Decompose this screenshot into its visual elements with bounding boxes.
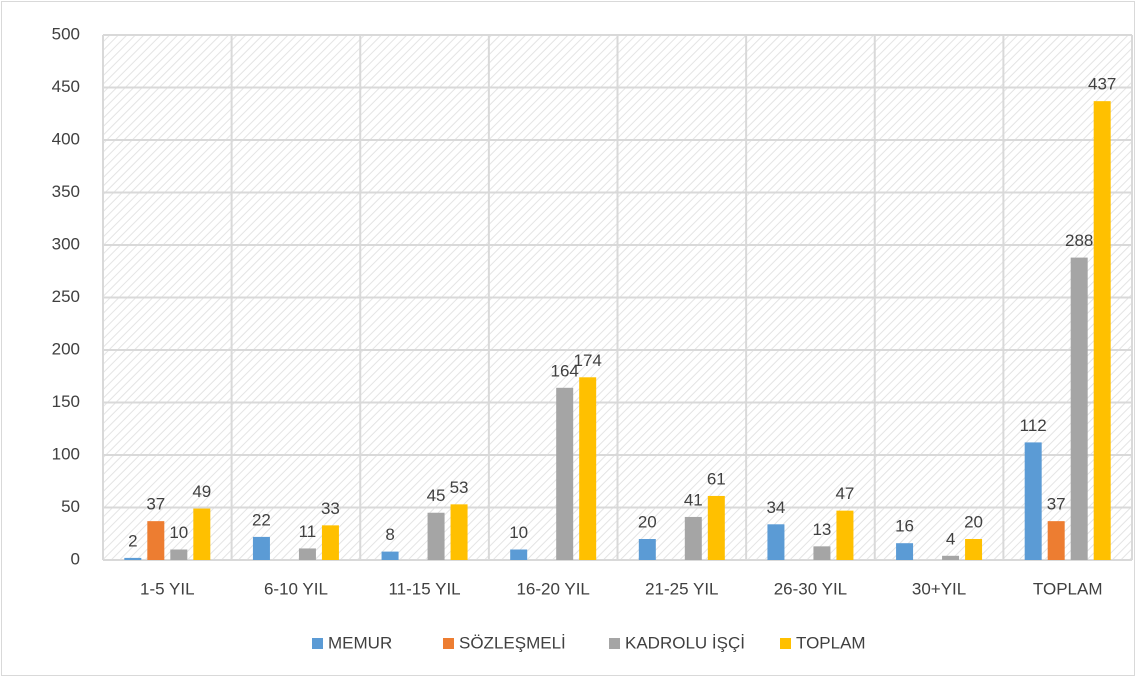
data-label: 49 [192, 482, 211, 501]
y-tick-label: 50 [61, 497, 80, 516]
bar [1047, 521, 1065, 560]
legend-swatch [609, 638, 620, 649]
bar [170, 549, 188, 560]
data-label: 22 [252, 510, 271, 529]
bar [942, 555, 960, 560]
bar [381, 551, 399, 560]
data-label: 4 [946, 529, 955, 548]
x-tick-label: 1-5 YIL [140, 579, 195, 598]
data-label: 174 [574, 351, 602, 370]
bar [510, 549, 528, 560]
x-tick-label: 6-10 YIL [264, 579, 328, 598]
data-label: 45 [427, 486, 446, 505]
bar [450, 504, 468, 560]
bar [707, 495, 725, 560]
bar [193, 508, 211, 560]
bar [147, 521, 165, 560]
data-label: 437 [1088, 75, 1116, 94]
data-label: 20 [964, 512, 983, 531]
y-tick-label: 400 [52, 129, 80, 148]
legend-swatch [443, 638, 454, 649]
bar [556, 387, 574, 560]
bar [638, 539, 656, 560]
x-tick-label: 16-20 YIL [516, 579, 589, 598]
y-tick-label: 250 [52, 287, 80, 306]
legend-label: TOPLAM [796, 633, 866, 652]
bar [1093, 101, 1111, 561]
bar [813, 546, 831, 560]
y-tick-label: 100 [52, 444, 80, 463]
bar [427, 512, 445, 560]
data-label: 16 [895, 517, 914, 536]
bar [298, 548, 316, 560]
y-tick-label: 0 [71, 549, 80, 568]
data-label: 20 [638, 512, 657, 531]
data-label: 61 [707, 469, 726, 488]
bar [321, 525, 339, 560]
y-tick-label: 450 [52, 77, 80, 96]
x-tick-label: TOPLAM [1033, 579, 1103, 598]
data-label: 37 [146, 495, 165, 514]
bar [1024, 442, 1042, 560]
bar [579, 377, 597, 560]
legend-label: KADROLU İŞÇİ [625, 633, 745, 652]
bar [1070, 257, 1088, 560]
legend-label: SÖZLEŞMELİ [459, 633, 566, 652]
x-tick-label: 30+YIL [912, 579, 966, 598]
data-label: 164 [551, 361, 579, 380]
data-label: 288 [1065, 231, 1093, 250]
data-label: 112 [1020, 416, 1047, 435]
bar [684, 516, 702, 560]
data-label: 33 [321, 499, 340, 518]
legend-swatch [780, 638, 791, 649]
bar [252, 536, 270, 560]
x-tick-label: 26-30 YIL [774, 579, 847, 598]
y-tick-label: 300 [52, 234, 80, 253]
data-label: 34 [766, 498, 785, 517]
data-label: 41 [684, 490, 703, 509]
data-label: 11 [299, 522, 317, 541]
x-tick-label: 11-15 YIL [388, 579, 460, 598]
data-label: 53 [450, 478, 469, 497]
data-label: 37 [1047, 495, 1066, 514]
y-tick-label: 350 [52, 182, 80, 201]
data-label: 47 [835, 484, 854, 503]
bar [124, 557, 142, 560]
data-label: 2 [128, 531, 137, 550]
legend-label: MEMUR [328, 633, 392, 652]
data-label: 10 [509, 523, 528, 542]
y-tick-label: 500 [52, 24, 80, 43]
y-tick-label: 200 [52, 339, 80, 358]
bar [896, 543, 914, 560]
legend-swatch [312, 638, 323, 649]
data-label: 10 [169, 523, 188, 542]
data-label: 13 [812, 520, 831, 539]
bar [965, 539, 983, 560]
data-label: 8 [385, 525, 394, 544]
x-tick-label: 21-25 YIL [645, 579, 718, 598]
bar [836, 510, 854, 560]
y-tick-label: 150 [52, 392, 80, 411]
bar [767, 524, 785, 560]
